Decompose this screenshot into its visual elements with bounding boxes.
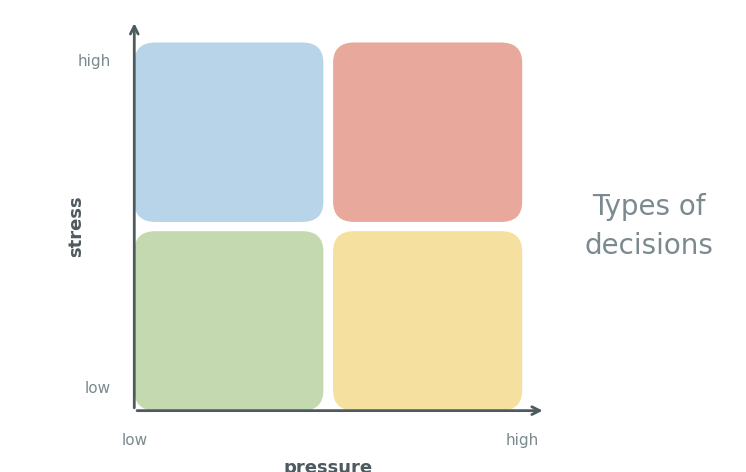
Text: high: high bbox=[506, 433, 539, 448]
Text: pressure: pressure bbox=[283, 458, 373, 472]
Text: stress: stress bbox=[67, 196, 85, 257]
Text: low: low bbox=[121, 433, 148, 448]
FancyBboxPatch shape bbox=[134, 42, 323, 222]
FancyBboxPatch shape bbox=[333, 42, 522, 222]
Text: high: high bbox=[78, 53, 111, 68]
Text: low: low bbox=[85, 381, 111, 396]
Text: Types of
decisions: Types of decisions bbox=[585, 193, 713, 260]
FancyBboxPatch shape bbox=[333, 231, 522, 411]
FancyBboxPatch shape bbox=[134, 231, 323, 411]
